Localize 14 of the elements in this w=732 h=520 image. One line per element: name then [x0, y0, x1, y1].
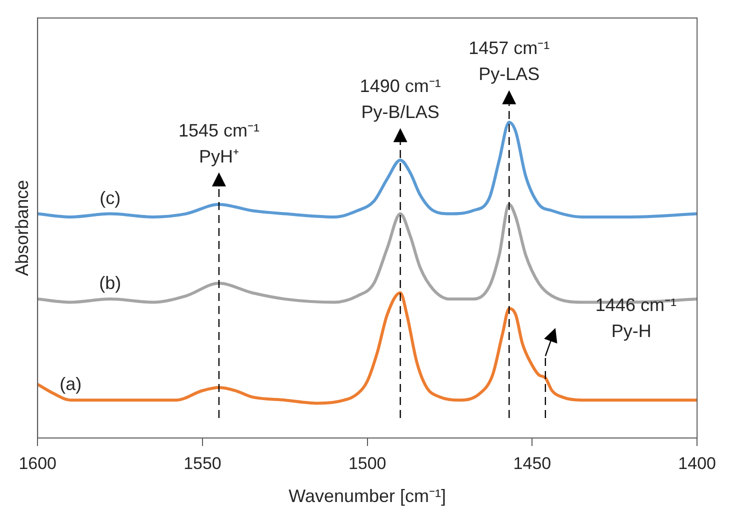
x-tick-label: 1550: [184, 454, 222, 473]
series-label: (c): [100, 188, 121, 208]
x-tick-label: 1400: [678, 454, 716, 473]
x-tick-label: 1600: [18, 454, 57, 473]
ref-line-label: 1457 cm⁻¹ Py-LAS: [468, 38, 550, 84]
series-label: (a): [60, 374, 82, 394]
x-tick-label: 1450: [513, 454, 552, 473]
series-label: (b): [99, 273, 122, 294]
y-axis-title: Absorbance: [12, 180, 32, 276]
ref-line-label: 1446 cm⁻¹ Py-H: [595, 294, 676, 341]
ref-line-label: 1545 cm⁻¹ PyH⁺: [178, 120, 260, 166]
ref-line-label: 1490 cm⁻¹ Py-B/LAS: [360, 76, 441, 122]
x-tick-label: 1500: [348, 454, 386, 473]
x-axis-title: Wavenumber [cm⁻¹]: [288, 486, 446, 506]
